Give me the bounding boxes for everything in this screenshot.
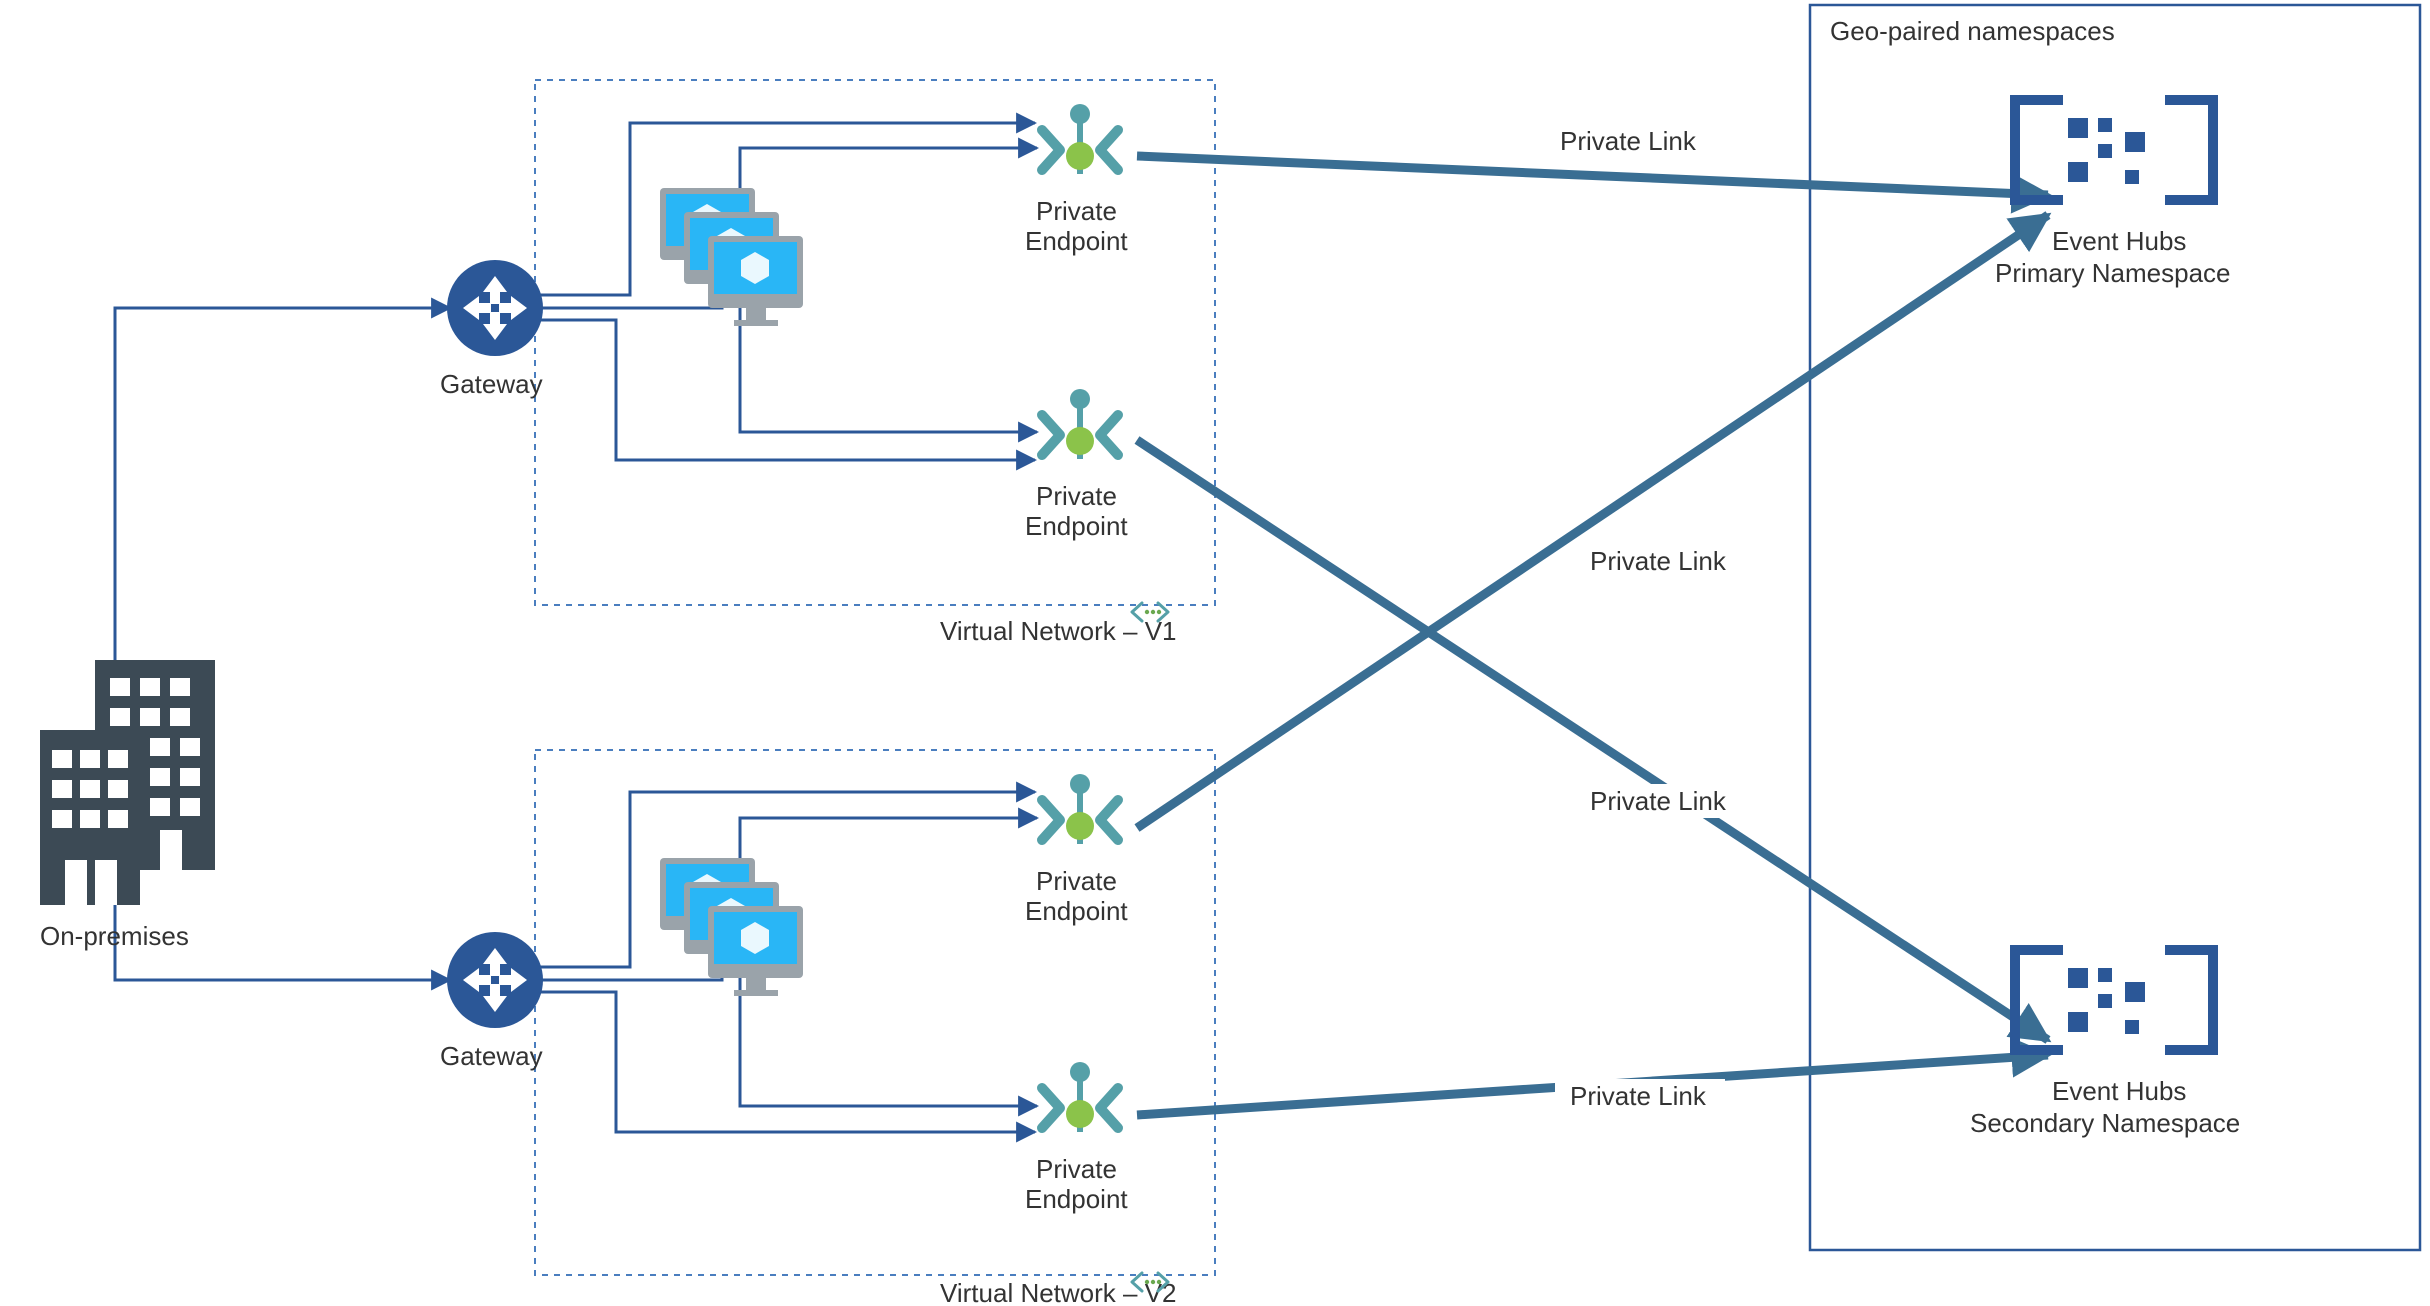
- pe-label1: Private: [1036, 196, 1117, 226]
- private-endpoint-4: Private Endpoint: [1025, 1062, 1128, 1214]
- primary-namespace-label: Primary Namespace: [1995, 258, 2231, 288]
- geo-title: Geo-paired namespaces: [1830, 16, 2115, 46]
- connectors: [115, 123, 1037, 1132]
- gateway-label: Gateway: [440, 369, 543, 399]
- private-link-label: Private Link: [1560, 126, 1697, 156]
- pe-label2: Endpoint: [1025, 226, 1128, 256]
- private-link-label: Private Link: [1590, 546, 1727, 576]
- pe-label2: Endpoint: [1025, 1184, 1128, 1214]
- secondary-namespace-label: Secondary Namespace: [1970, 1108, 2240, 1138]
- gateway-label: Gateway: [440, 1041, 543, 1071]
- vms2-icon: [660, 858, 803, 996]
- event-hubs-label: Event Hubs: [2052, 1076, 2186, 1106]
- pe-label2: Endpoint: [1025, 896, 1128, 926]
- on-premises-icon: On-premises: [40, 660, 215, 951]
- event-hubs-secondary-icon: Event Hubs Secondary Namespace: [1970, 950, 2240, 1138]
- vms1-icon: [660, 188, 803, 326]
- gateway1-icon: Gateway: [440, 260, 543, 399]
- private-endpoint-2: Private Endpoint: [1025, 389, 1128, 541]
- pe-label1: Private: [1036, 866, 1117, 896]
- private-endpoint-3: Private Endpoint: [1025, 774, 1128, 926]
- pe-label1: Private: [1036, 1154, 1117, 1184]
- private-link-label: Private Link: [1590, 786, 1727, 816]
- private-link-label: Private Link: [1570, 1081, 1707, 1111]
- event-hubs-label: Event Hubs: [2052, 226, 2186, 256]
- pe-label1: Private: [1036, 481, 1117, 511]
- on-premises-label: On-premises: [40, 921, 189, 951]
- pe-label2: Endpoint: [1025, 511, 1128, 541]
- private-links: [1137, 156, 2048, 1115]
- gateway2-icon: Gateway: [440, 932, 543, 1071]
- private-endpoint-1: Private Endpoint: [1025, 104, 1128, 256]
